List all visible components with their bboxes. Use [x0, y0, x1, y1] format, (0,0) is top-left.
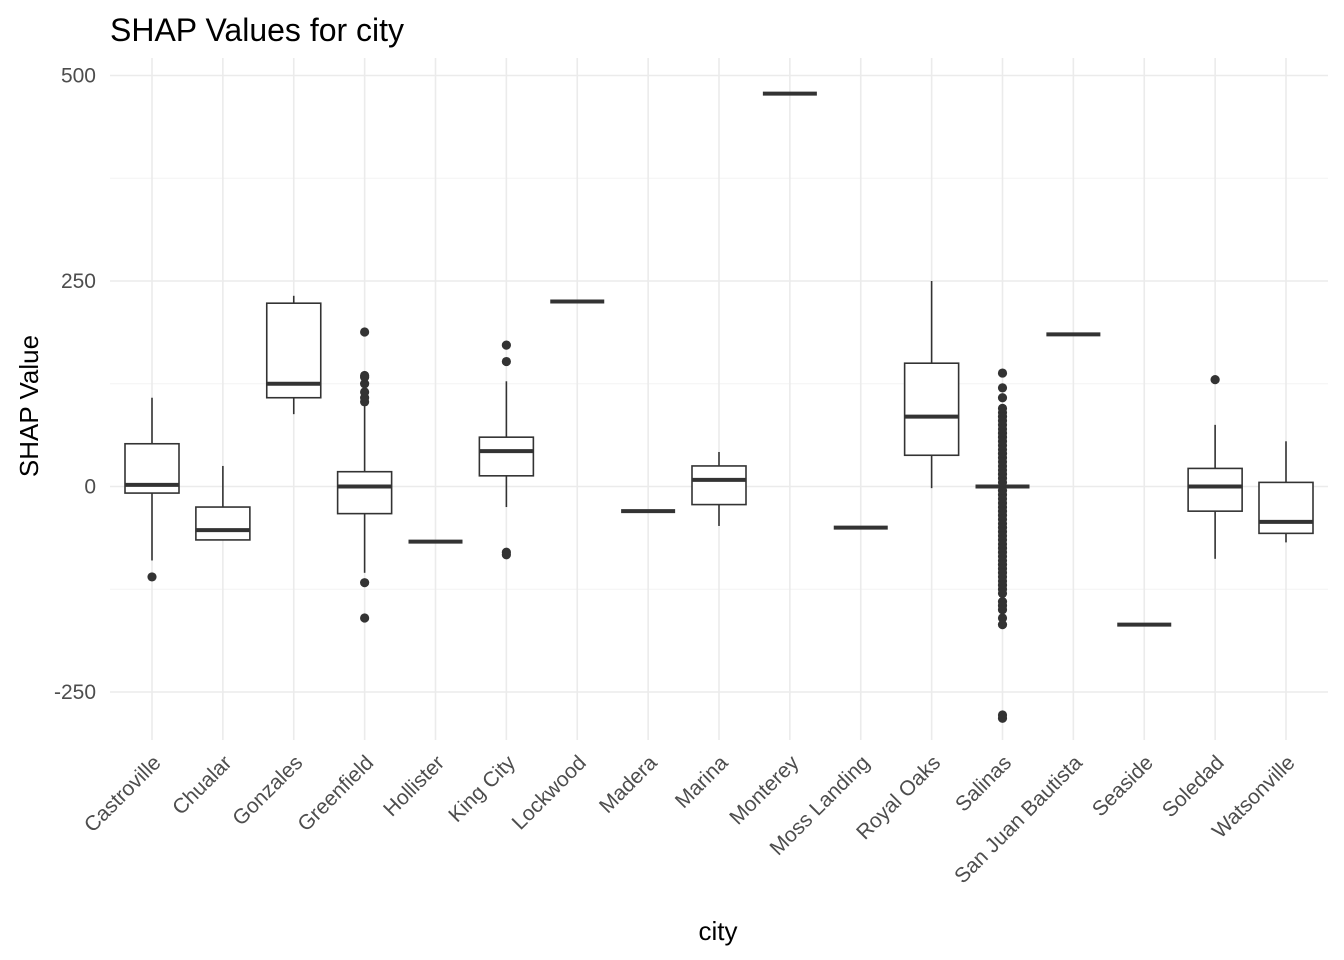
box-chualar: [195, 465, 251, 541]
outlier-point: [360, 387, 370, 397]
iqr-box: [478, 436, 535, 477]
outlier-point: [997, 713, 1008, 723]
iqr-box: [903, 362, 960, 457]
x-tick-label: Madera: [595, 751, 662, 818]
x-tick-label: Lockwood: [508, 751, 591, 834]
box-gonzales: [265, 295, 322, 415]
box-castroville: [124, 397, 180, 582]
outlier-point: [997, 368, 1008, 378]
iqr-box: [691, 465, 747, 506]
outlier-point: [997, 605, 1008, 615]
iqr-box: [1187, 467, 1243, 512]
y-axis-ticks: -250 0 250 500: [54, 65, 96, 705]
box-marina: [691, 451, 747, 526]
outlier-point: [997, 477, 1008, 487]
box-watsonville: [1258, 441, 1314, 543]
outlier-point: [997, 619, 1008, 630]
box-soledad: [1187, 375, 1243, 559]
x-tick-label: Soledad: [1158, 751, 1229, 822]
outlier-point: [997, 383, 1008, 393]
x-tick-label: Seaside: [1088, 751, 1158, 821]
x-tick-label: San Juan Bautista: [950, 751, 1087, 888]
y-tick-label: 0: [84, 476, 96, 499]
outlier-point: [360, 578, 370, 588]
outlier-point: [997, 393, 1008, 403]
x-tick-label: Hollister: [379, 751, 449, 821]
box-royal-oaks: [903, 281, 960, 489]
gridlines: [110, 58, 1328, 740]
x-tick-label: Castroville: [80, 751, 166, 837]
outlier-point: [501, 340, 511, 350]
outlier-point: [501, 550, 511, 560]
y-tick-label: 250: [61, 270, 96, 293]
x-tick-label: Salinas: [951, 751, 1016, 816]
outlier-point: [1210, 375, 1220, 385]
outlier-point: [501, 356, 511, 367]
y-axis-title: SHAP Value: [14, 335, 44, 477]
outlier-point: [360, 370, 370, 381]
outlier-point: [997, 613, 1008, 623]
outlier-point: [360, 327, 370, 337]
y-tick-label: -250: [54, 681, 96, 704]
box-king-city: [478, 340, 535, 560]
box-salinas: [975, 368, 1030, 723]
y-tick-label: 500: [61, 65, 96, 88]
outlier-point: [360, 613, 370, 623]
box-greenfield: [336, 327, 393, 623]
box-plots: [124, 91, 1314, 723]
chart-title: SHAP Values for city: [110, 12, 404, 48]
iqr-box: [336, 470, 393, 515]
x-tick-label: Marina: [671, 751, 733, 813]
x-tick-label: Greenfield: [293, 751, 378, 836]
outlier-point: [147, 572, 157, 582]
outlier-point: [360, 379, 370, 389]
outlier-point: [997, 588, 1008, 598]
x-tick-label: Chualar: [168, 751, 236, 819]
iqr-box: [1258, 481, 1314, 535]
iqr-box: [195, 506, 251, 541]
x-axis-title: city: [699, 916, 738, 946]
